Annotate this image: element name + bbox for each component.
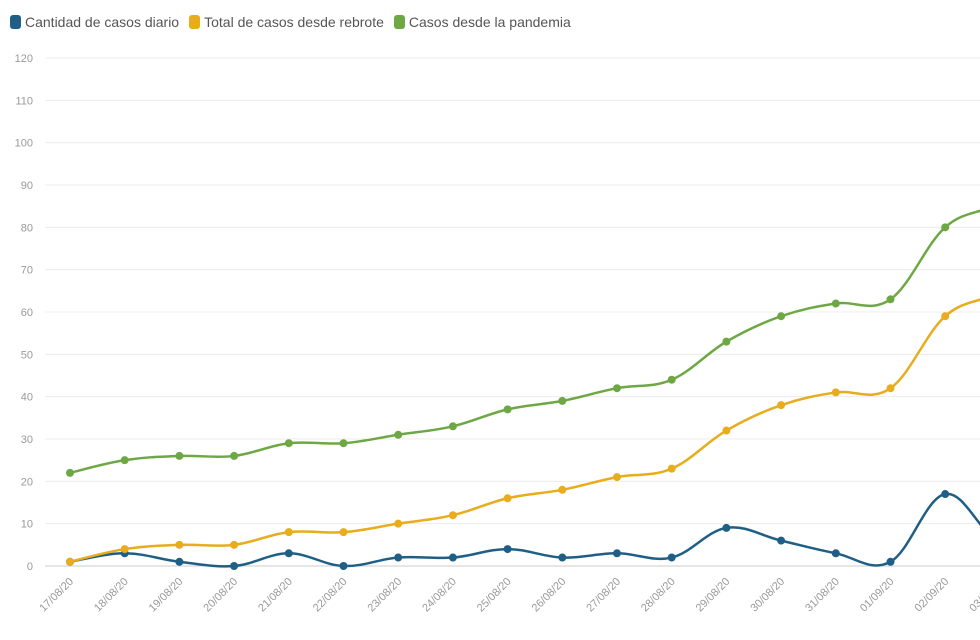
data-point — [503, 545, 512, 554]
data-point — [230, 562, 239, 570]
data-point — [394, 553, 403, 562]
data-point — [175, 557, 184, 566]
data-point — [66, 468, 74, 477]
data-point — [230, 451, 239, 460]
x-tick-label: 21/08/20 — [256, 576, 295, 615]
data-point — [120, 456, 129, 465]
x-tick-label: 20/08/20 — [201, 576, 240, 615]
data-point — [120, 545, 129, 554]
x-tick-label: 28/08/20 — [639, 576, 678, 615]
x-tick-label: 22/08/20 — [311, 576, 350, 615]
data-point — [339, 562, 348, 570]
legend-item-rebrote[interactable]: Total de casos desde rebrote — [189, 14, 384, 30]
data-point — [831, 299, 840, 308]
legend-label: Total de casos desde rebrote — [204, 14, 384, 30]
legend-label: Cantidad de casos diario — [25, 14, 180, 30]
y-tick-label: 40 — [21, 392, 33, 404]
data-point — [613, 473, 621, 482]
data-point — [448, 511, 457, 520]
y-tick-label: 110 — [15, 95, 33, 107]
y-tick-label: 60 — [21, 307, 33, 319]
legend-item-daily[interactable]: Cantidad de casos diario — [10, 14, 179, 30]
x-tick-label: 24/08/20 — [420, 576, 459, 615]
data-point — [613, 384, 621, 393]
data-point — [66, 557, 74, 566]
data-point — [941, 223, 950, 232]
data-point — [230, 540, 239, 549]
data-point — [667, 553, 676, 562]
x-tick-label: 30/08/20 — [748, 576, 787, 615]
data-point — [777, 536, 786, 545]
data-point — [284, 528, 293, 537]
data-point — [722, 523, 731, 532]
y-tick-label: 10 — [21, 519, 33, 531]
data-point — [503, 494, 512, 503]
data-point — [667, 375, 676, 384]
y-tick-label: 20 — [21, 476, 33, 488]
series-line — [69, 298, 980, 563]
data-point — [886, 557, 895, 566]
data-point — [831, 549, 840, 558]
data-point — [722, 426, 731, 435]
data-point — [941, 490, 950, 499]
legend-swatch — [10, 15, 21, 29]
legend-swatch — [393, 15, 405, 29]
x-tick-label: 29/08/20 — [694, 576, 733, 615]
y-tick-label: 50 — [21, 349, 33, 361]
y-tick-label: 120 — [15, 53, 33, 65]
data-point — [886, 295, 895, 304]
data-point — [448, 553, 457, 562]
x-tick-label: 01/09/20 — [858, 576, 897, 615]
data-point — [175, 451, 184, 460]
legend-label: Casos desde la pandemia — [408, 14, 571, 30]
x-tick-label: 23/08/20 — [366, 576, 405, 615]
data-point — [339, 439, 348, 448]
data-point — [722, 337, 731, 346]
y-tick-label: 90 — [21, 180, 33, 192]
y-tick-label: 70 — [21, 265, 33, 277]
data-point — [503, 405, 512, 414]
data-point — [284, 549, 293, 558]
x-tick-label: 02/09/20 — [913, 576, 952, 615]
x-tick-label: 17/08/20 — [37, 576, 76, 615]
x-tick-label: 31/08/20 — [803, 576, 842, 615]
legend: Cantidad de casos diario Total de casos … — [10, 14, 571, 30]
data-point — [284, 439, 293, 448]
legend-item-pandemia[interactable]: Casos desde la pandemia — [393, 14, 571, 30]
data-point — [175, 540, 184, 549]
data-point — [339, 528, 348, 537]
data-point — [831, 388, 840, 397]
x-tick-label: 18/08/20 — [92, 576, 131, 615]
series-line — [69, 209, 980, 475]
x-tick-label: 25/08/20 — [475, 576, 514, 615]
data-point — [777, 401, 786, 410]
data-point — [558, 396, 567, 405]
data-point — [613, 549, 621, 558]
data-point — [777, 312, 786, 321]
x-tick-label: 27/08/20 — [584, 576, 623, 615]
legend-swatch — [189, 15, 201, 29]
x-tick-label: 26/08/20 — [530, 576, 569, 615]
x-tick-label: 03/09/20 — [967, 576, 980, 615]
y-tick-label: 100 — [15, 138, 33, 150]
y-tick-label: 30 — [21, 434, 33, 446]
data-point — [558, 553, 567, 562]
data-point — [394, 519, 403, 528]
data-point — [558, 485, 567, 494]
y-tick-label: 80 — [21, 222, 33, 234]
y-tick-label: 0 — [27, 561, 33, 573]
data-point — [394, 430, 403, 439]
series-line — [69, 492, 980, 568]
x-tick-label: 19/08/20 — [147, 576, 186, 615]
data-point — [448, 422, 457, 431]
data-point — [667, 464, 676, 473]
data-point — [886, 384, 895, 393]
data-point — [941, 312, 950, 321]
